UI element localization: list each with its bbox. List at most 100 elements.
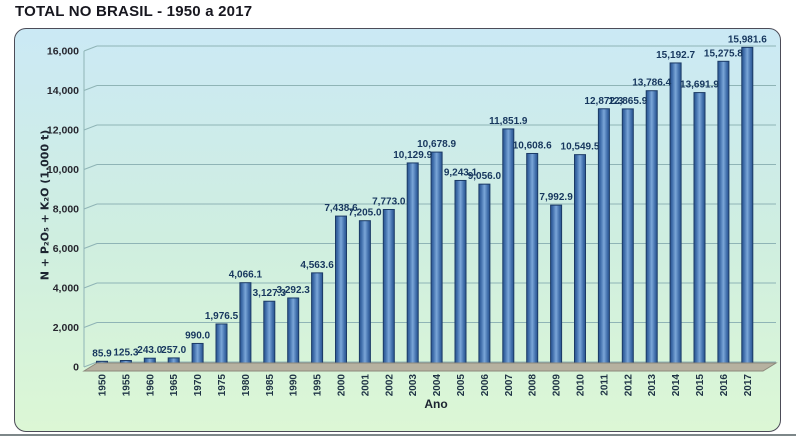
bar-value-label: 7,205.0 bbox=[348, 208, 382, 219]
x-tick-label: 1985 bbox=[265, 374, 276, 397]
bar-value-label: 243.0 bbox=[137, 345, 162, 356]
page-title: TOTAL NO BRASIL - 1950 a 2017 bbox=[15, 3, 253, 20]
x-tick-label: 2011 bbox=[599, 374, 610, 396]
bar-value-label: 125.3 bbox=[113, 348, 138, 359]
grid-diagonal bbox=[83, 243, 98, 249]
x-tick-label: 2009 bbox=[552, 374, 563, 397]
grid-diagonal bbox=[83, 164, 98, 170]
grid-diagonal bbox=[83, 282, 98, 289]
bar-value-label: 7,773.0 bbox=[372, 196, 406, 207]
y-axis-title: N + P₂O₅ + K₂O (1.000 t) bbox=[38, 129, 52, 281]
x-tick-label: 1970 bbox=[193, 374, 204, 397]
grid-diagonal bbox=[83, 85, 98, 91]
bar bbox=[287, 297, 300, 369]
bar bbox=[406, 162, 419, 369]
x-tick-label: 2012 bbox=[623, 374, 634, 397]
y-tick-label: 14,000 bbox=[47, 85, 79, 97]
bar bbox=[574, 154, 586, 369]
bar bbox=[311, 272, 324, 369]
x-tick-label: 2005 bbox=[456, 374, 467, 397]
bar-value-label: 9,243.1 bbox=[444, 167, 478, 178]
bar bbox=[502, 128, 515, 369]
y-tick-label: 10,000 bbox=[47, 164, 79, 176]
chart-floor bbox=[82, 362, 778, 372]
bar bbox=[597, 108, 610, 369]
x-tick-label: 2010 bbox=[576, 374, 587, 397]
x-tick-label: 1990 bbox=[289, 374, 300, 397]
bar-value-label: 9,056.0 bbox=[468, 171, 502, 182]
grid-diagonal bbox=[83, 361, 98, 368]
x-tick-label: 1980 bbox=[241, 374, 252, 397]
y-tick-label: 0 bbox=[73, 362, 79, 374]
y-tick-label: 6,000 bbox=[53, 243, 79, 255]
x-tick-label: 2013 bbox=[647, 374, 658, 397]
x-tick-label: 2006 bbox=[480, 374, 491, 397]
grid-diagonal bbox=[83, 45, 98, 52]
bar-value-label: 7,438.6 bbox=[324, 203, 358, 214]
bar-value-label: 990.0 bbox=[185, 330, 210, 341]
grid-diagonal bbox=[83, 322, 98, 328]
x-tick-label: 2002 bbox=[384, 374, 395, 397]
bar bbox=[621, 108, 634, 369]
x-tick-label: 2000 bbox=[337, 374, 348, 397]
y-tick-label: 8,000 bbox=[53, 204, 79, 216]
bar-value-label: 15,275.8 bbox=[704, 48, 743, 59]
bar-value-label: 11,851.9 bbox=[489, 116, 528, 127]
x-tick-label: 2017 bbox=[743, 374, 754, 397]
y-tick-label: 12,000 bbox=[47, 125, 79, 137]
x-tick-label: 2001 bbox=[360, 374, 371, 397]
bar-value-label: 12,872.3 bbox=[584, 96, 623, 107]
bar-value-label: 13,691.9 bbox=[680, 80, 719, 91]
page-bottom-divider bbox=[0, 434, 796, 436]
chart-card: 0 2,000 4,000 6,000 8,000 10,000 12,000 14,000 1… bbox=[14, 28, 781, 432]
x-tick-label: 2003 bbox=[408, 374, 419, 397]
bar-value-label: 3,292.3 bbox=[277, 285, 311, 296]
x-tick-label: 2014 bbox=[671, 374, 682, 397]
bar-value-label: 4,066.1 bbox=[229, 270, 263, 281]
x-tick-label: 2008 bbox=[528, 374, 539, 397]
x-axis-title: Ano bbox=[424, 397, 448, 411]
x-tick-label: 1950 bbox=[98, 374, 109, 397]
bar-value-label: 12,865.9 bbox=[608, 96, 647, 107]
x-tick-label: 2004 bbox=[432, 374, 443, 397]
bar bbox=[382, 208, 395, 369]
x-tick-label: 2016 bbox=[719, 374, 730, 397]
bar bbox=[478, 183, 491, 369]
x-tick-label: 2015 bbox=[695, 374, 706, 397]
bar-value-label: 10,608.6 bbox=[513, 140, 552, 151]
x-tick-label: 1965 bbox=[169, 374, 180, 397]
grid-diagonal bbox=[83, 124, 98, 131]
bar-chart-plot: 0 2,000 4,000 6,000 8,000 10,000 12,000 14,000 1… bbox=[47, 34, 778, 397]
bar bbox=[335, 215, 347, 369]
bar-value-label: 10,129.9 bbox=[393, 150, 432, 161]
bar-value-label: 1,976.5 bbox=[205, 311, 239, 322]
y-tick-label: 2,000 bbox=[53, 322, 79, 334]
bar-value-label: 10,549.5 bbox=[561, 142, 600, 153]
bar bbox=[526, 152, 539, 369]
bar bbox=[263, 300, 276, 369]
bar-value-label: 3,127.3 bbox=[253, 288, 287, 299]
bar bbox=[454, 179, 467, 369]
bar bbox=[358, 220, 371, 369]
x-tick-label: 2007 bbox=[504, 374, 515, 397]
bar-value-label: 15,981.6 bbox=[728, 34, 767, 45]
bar bbox=[430, 151, 443, 369]
x-tick-label: 1995 bbox=[313, 374, 324, 397]
bar-value-label: 15,192.7 bbox=[656, 50, 695, 61]
bar bbox=[239, 282, 252, 369]
bar bbox=[645, 90, 658, 369]
bar bbox=[550, 204, 563, 369]
bar-value-label: 4,563.6 bbox=[300, 260, 334, 271]
bar bbox=[215, 323, 228, 369]
bar-value-label: 257.0 bbox=[161, 345, 186, 356]
x-tick-label: 1960 bbox=[145, 374, 156, 397]
bar-value-label: 7,992.9 bbox=[539, 192, 573, 203]
bar bbox=[741, 46, 754, 369]
x-tick-label: 1955 bbox=[121, 374, 132, 397]
y-tick-label: 16,000 bbox=[47, 46, 79, 58]
y-tick-label: 4,000 bbox=[53, 283, 79, 295]
bar-value-label: 85.9 bbox=[92, 348, 112, 359]
grid-diagonal bbox=[83, 203, 98, 210]
bar-value-label: 13,786.4 bbox=[632, 78, 671, 89]
